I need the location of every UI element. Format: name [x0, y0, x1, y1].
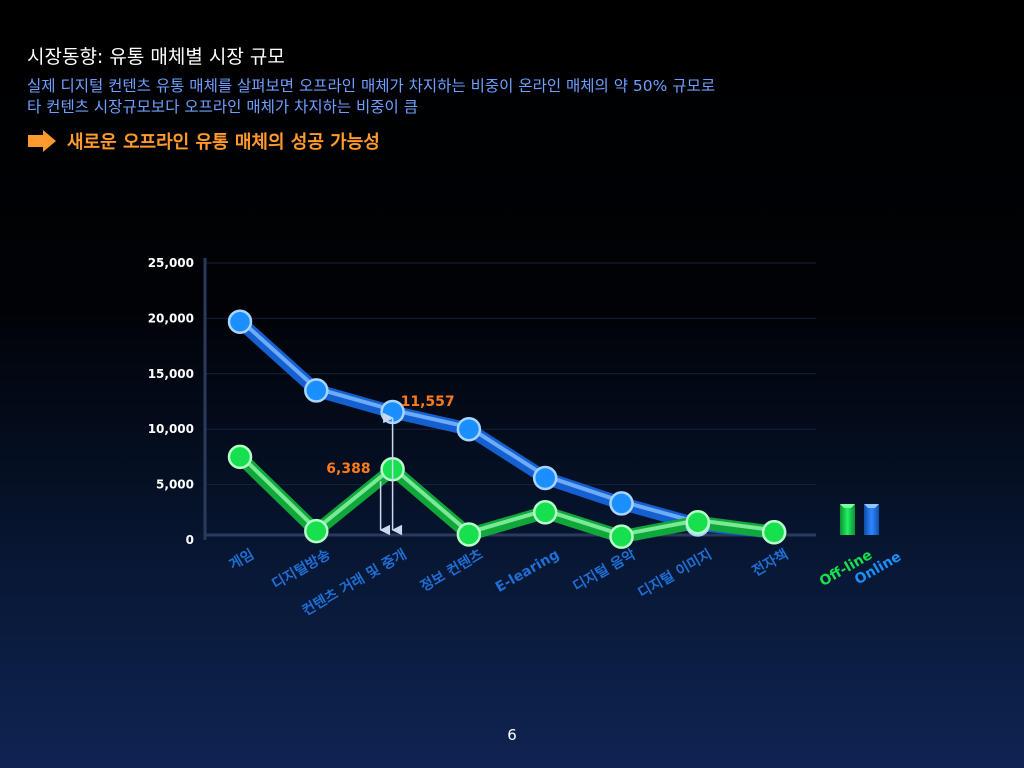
x-tick-label: 정보 컨텐츠	[417, 546, 486, 595]
highlight-text: 새로운 오프라인 유통 매체의 성공 가능성	[67, 132, 380, 153]
series-line-highlight-online	[238, 317, 777, 533]
series-line-online	[233, 315, 781, 539]
highlight-row: 새로운 오프라인 유통 매체의 성공 가능성	[27, 127, 380, 155]
right-arrow-icon	[28, 130, 56, 152]
y-tick-label: 10,000	[148, 422, 194, 436]
data-point-online	[227, 309, 253, 334]
y-tick-label: 5,000	[156, 478, 194, 492]
data-point-online	[304, 378, 329, 403]
data-point-offline	[227, 444, 253, 470]
series-line-highlight-offline	[238, 452, 777, 537]
x-tick-label: 디지털 이미지	[635, 546, 715, 602]
x-tick-label: E-learing	[493, 547, 562, 596]
x-tick-label: 전자책	[749, 546, 791, 580]
data-point-offline	[685, 510, 711, 535]
y-tick-label: 0	[186, 533, 194, 547]
data-point-offline	[304, 518, 329, 544]
data-point-offline	[456, 522, 482, 547]
legend-swatch-top	[840, 504, 855, 508]
x-tick-label: 디지털방송	[269, 546, 333, 593]
data-point-online	[609, 491, 634, 516]
slide-subtitle: 실제 디지털 컨텐츠 유통 매체를 살펴보면 오프라인 매체가 차지하는 비중이…	[27, 76, 715, 118]
slide-title: 시장동향: 유통 매체별 시장 규모	[27, 46, 285, 68]
data-point-offline	[532, 500, 558, 525]
legend-swatch-offline	[840, 504, 855, 535]
data-point-offline	[761, 519, 787, 545]
data-point-online	[456, 416, 482, 442]
y-tick-label: 20,000	[148, 311, 194, 325]
subtitle-line-2: 타 컨텐츠 시장규모보다 오프라인 매체가 차지하는 비중이 큼	[27, 98, 418, 116]
data-point-online	[532, 465, 558, 491]
legend-swatch-top	[864, 504, 879, 508]
subtitle-line-1: 실제 디지털 컨텐츠 유통 매체를 살펴보면 오프라인 매체가 차지하는 비중이…	[27, 77, 716, 95]
data-point-offline	[609, 524, 634, 549]
x-tick-label: 게임	[227, 547, 257, 574]
page-number: 6	[507, 726, 517, 744]
legend-swatch-online	[864, 504, 879, 535]
y-tick-label: 15,000	[148, 367, 194, 381]
y-tick-label: 25,000	[148, 256, 194, 270]
data-label: 6,388	[326, 461, 370, 477]
data-label: 11,557	[401, 394, 455, 410]
x-tick-label: 디지털 음악	[570, 546, 639, 595]
